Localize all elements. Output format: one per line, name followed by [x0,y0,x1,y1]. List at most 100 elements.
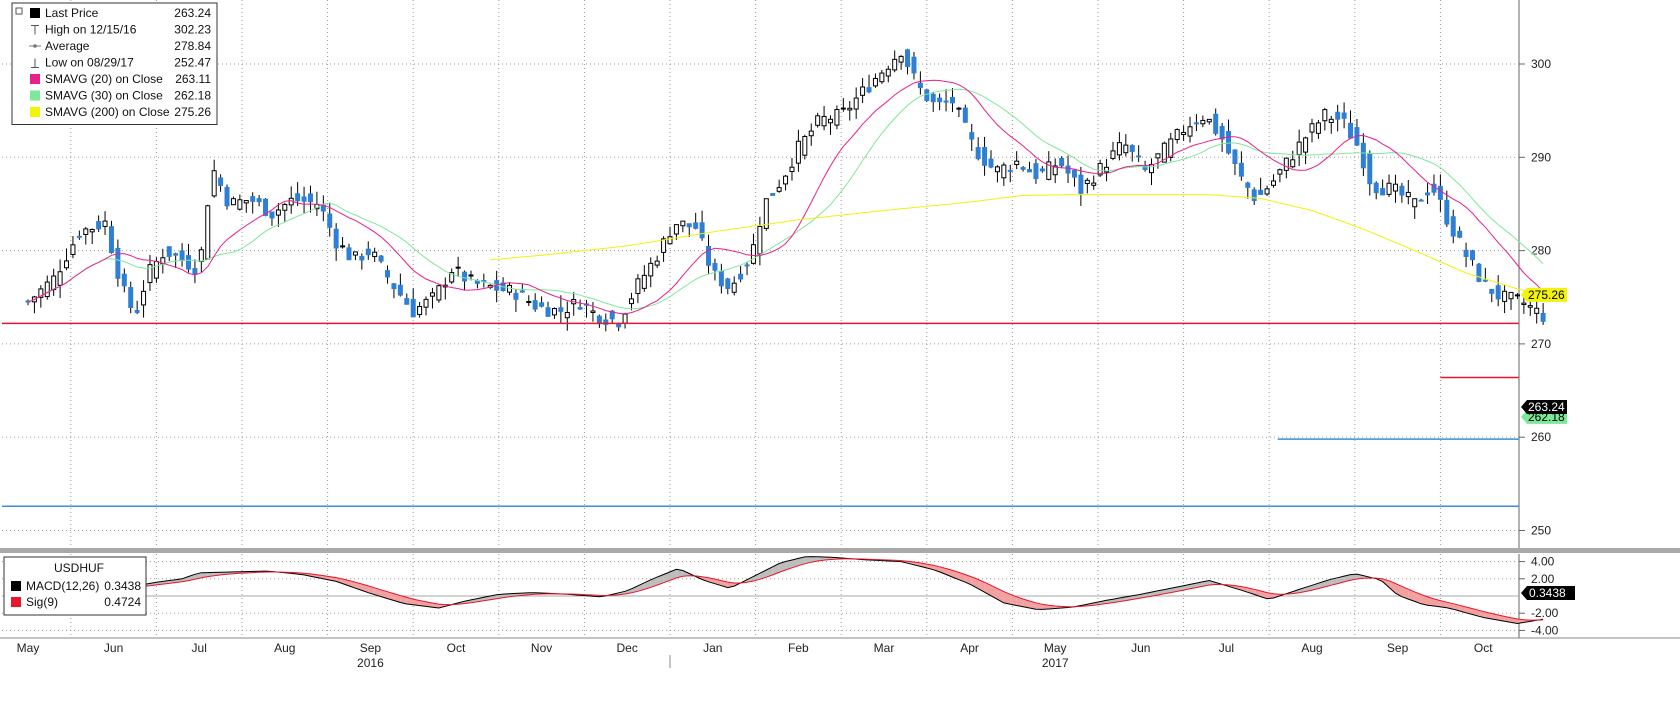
candle-body [301,196,307,202]
candle-body [635,278,641,295]
candle-body [783,175,789,185]
candle [648,257,654,288]
low-marker-icon [31,58,39,68]
legend-value: 262.18 [174,89,211,103]
macd-hist-fill [393,593,401,603]
candle [885,65,891,83]
axis-value-tag: 263.24 [1521,399,1567,414]
candle [442,277,448,300]
candle [834,105,840,130]
candle-body [872,77,878,87]
candle-body [1322,109,1328,122]
price-legend-row: SMAVG (20) on Close 263.11 [30,72,211,86]
candle-body [757,226,763,255]
macd-hist-fill [1389,580,1396,594]
candle [417,301,423,318]
candle [64,248,70,271]
candle-body [776,187,782,192]
candle-body [661,238,667,253]
candle-body [295,193,301,202]
macd-legend-box [3,556,147,616]
candle [1335,104,1341,132]
candle [1046,151,1052,181]
candle-body [410,298,416,318]
candle [1258,177,1264,195]
candle-body [808,130,814,137]
legend-value: 252.47 [174,56,211,70]
candle-body [205,205,211,260]
candle [1341,102,1347,129]
candle [83,226,89,245]
macd-hist-fill [1485,611,1492,620]
price-legend-row: SMAVG (30) on Close 262.18 [30,89,211,103]
candle-body [795,140,801,164]
candle [763,198,769,231]
candle-body [89,228,95,233]
candle [1027,161,1033,173]
candle [603,313,609,332]
candle [551,307,557,319]
legend-swatch [30,90,40,101]
candle-body [1450,216,1456,237]
candle [1123,134,1129,157]
month-label: Aug [1301,641,1322,655]
collapse-icon[interactable] [15,7,23,15]
candle [192,259,198,284]
candle [1457,226,1463,239]
candle [423,296,429,316]
candle [808,123,814,146]
candle [949,88,955,113]
candle-body [828,118,833,124]
candle [872,73,878,88]
macd-hist-fill [759,569,767,580]
candle [917,71,923,95]
candle [1450,209,1456,244]
candle [937,93,943,111]
candle-body [654,260,660,266]
macd-hist-fill [1408,589,1415,602]
candle-body [1508,291,1514,300]
candle-body [1527,305,1533,308]
candle [455,256,461,277]
candle [141,280,147,318]
macd-hist-fill [374,587,382,597]
candle-body [1348,122,1354,139]
candle-body [673,224,679,235]
candle [429,287,435,309]
macd-hist-fill [438,604,446,609]
candle-body [994,166,1000,173]
macd-hist-fill [1331,577,1338,586]
candle [218,174,224,192]
month-label: Nov [531,641,552,655]
candle-body [1309,123,1315,133]
candle-body [853,97,859,110]
candle-body [153,260,159,279]
candle [121,268,127,293]
candle [1181,125,1187,141]
candle-body [468,274,474,277]
candle-body [763,198,769,229]
candle [1200,115,1206,128]
candle-body [1052,165,1058,176]
candle-body [51,275,57,291]
candle-body [905,49,911,68]
macd-hist-fill [1433,598,1441,607]
candle-body [1457,230,1463,238]
month-label: Jan [703,641,722,655]
macd-hist-fill [670,569,677,581]
candle-body [1104,166,1110,173]
candle [840,98,846,112]
candle-body [628,298,634,305]
macd-hist-fill [1003,591,1011,605]
candle [230,196,236,206]
price-tick-label: 290 [1531,150,1551,164]
candle [815,112,821,128]
candle-body [211,170,217,197]
candle-body [44,281,50,298]
candle-body [847,107,853,111]
candle [1238,151,1244,181]
axis-tag-text: 263.24 [1528,400,1565,414]
candle-body [96,221,102,230]
axis-tag-bg [1521,287,1567,302]
